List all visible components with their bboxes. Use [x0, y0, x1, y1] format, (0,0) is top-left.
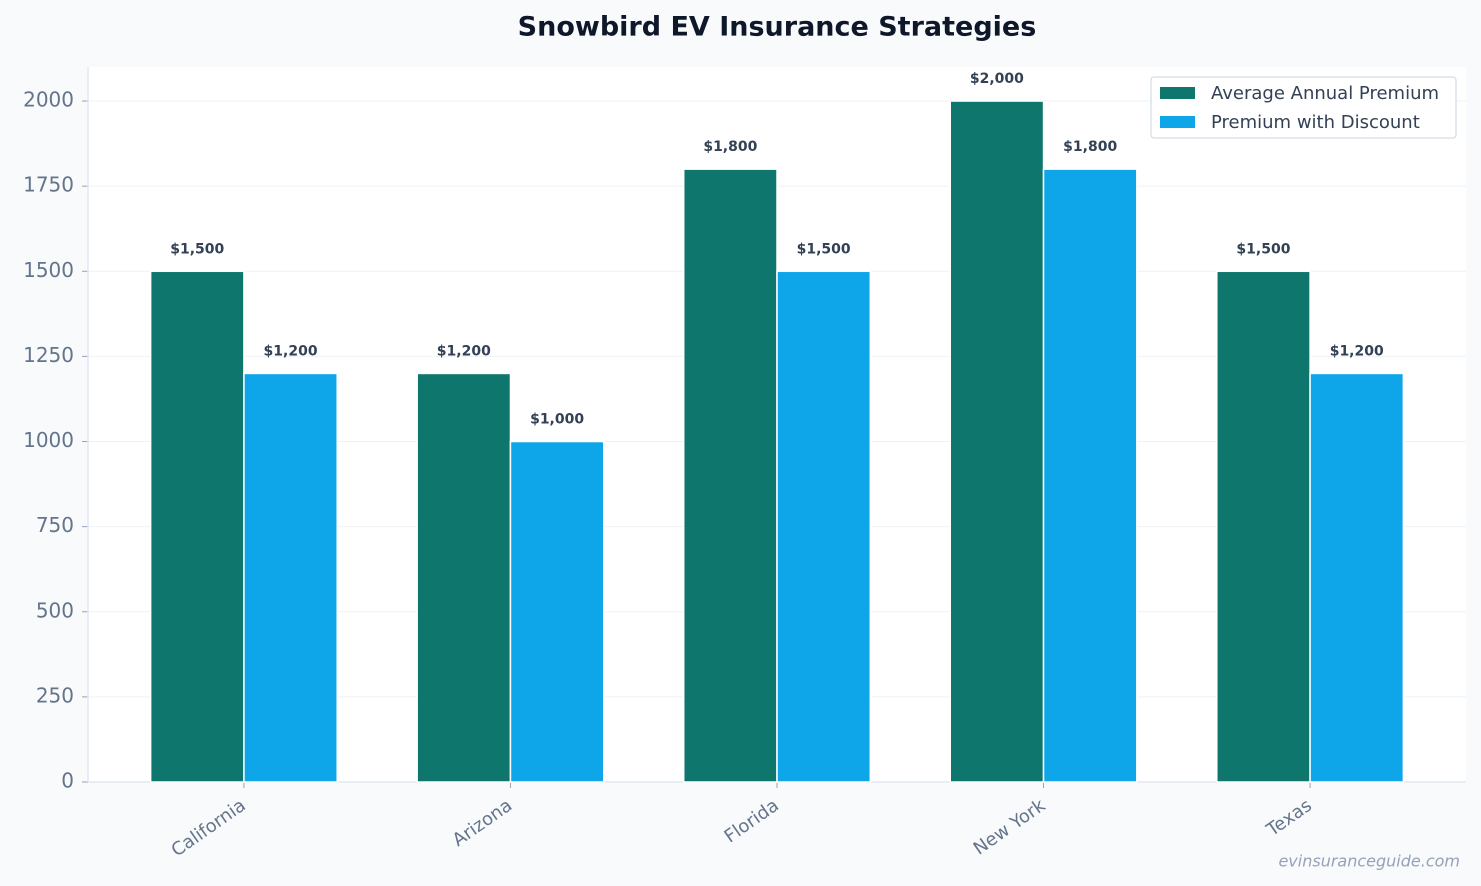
y-tick-label: 1500	[23, 258, 74, 282]
value-label: $1,800	[1063, 139, 1117, 155]
bar	[509, 440, 605, 783]
legend-label: Premium with Discount	[1211, 112, 1420, 133]
value-label: $1,000	[530, 412, 584, 428]
bar	[243, 372, 338, 783]
value-label: $1,200	[437, 343, 491, 359]
bar	[776, 270, 872, 783]
bar	[682, 168, 778, 783]
y-tick-label: 250	[36, 683, 74, 707]
value-label: $1,500	[797, 241, 851, 257]
x-tick-label: Florida	[721, 795, 783, 847]
y-tick-label: 1750	[23, 173, 74, 197]
bar	[149, 270, 245, 783]
legend-box	[1150, 76, 1457, 139]
value-label: $1,200	[1330, 343, 1384, 359]
chart-title: Snowbird EV Insurance Strategies	[518, 12, 1037, 43]
value-label: $2,000	[970, 71, 1024, 87]
y-tick-label: 500	[36, 598, 74, 622]
watermark: evinsuranceguide.com	[1278, 852, 1460, 871]
bar	[1042, 168, 1138, 783]
value-label: $1,200	[264, 343, 318, 359]
x-tick-label: California	[168, 795, 250, 861]
x-tick-label: New York	[970, 795, 1050, 860]
value-label: $1,800	[703, 139, 757, 155]
legend-swatch	[1160, 116, 1195, 128]
x-tick-label: Texas	[1262, 795, 1316, 841]
bar	[1216, 270, 1311, 783]
x-tick-label: Arizona	[449, 795, 516, 851]
y-tick-label: 750	[36, 513, 74, 537]
y-tick-label: 1000	[23, 428, 74, 452]
bar	[949, 100, 1045, 783]
bar	[416, 372, 512, 783]
bar	[1309, 372, 1405, 783]
legend-label: Average Annual Premium	[1211, 83, 1439, 104]
y-tick-label: 1250	[23, 343, 74, 367]
value-label: $1,500	[1236, 241, 1290, 257]
y-tick-label: 0	[61, 769, 74, 793]
legend-swatch	[1160, 87, 1195, 99]
y-tick-label: 2000	[23, 88, 74, 112]
value-label: $1,500	[170, 241, 224, 257]
